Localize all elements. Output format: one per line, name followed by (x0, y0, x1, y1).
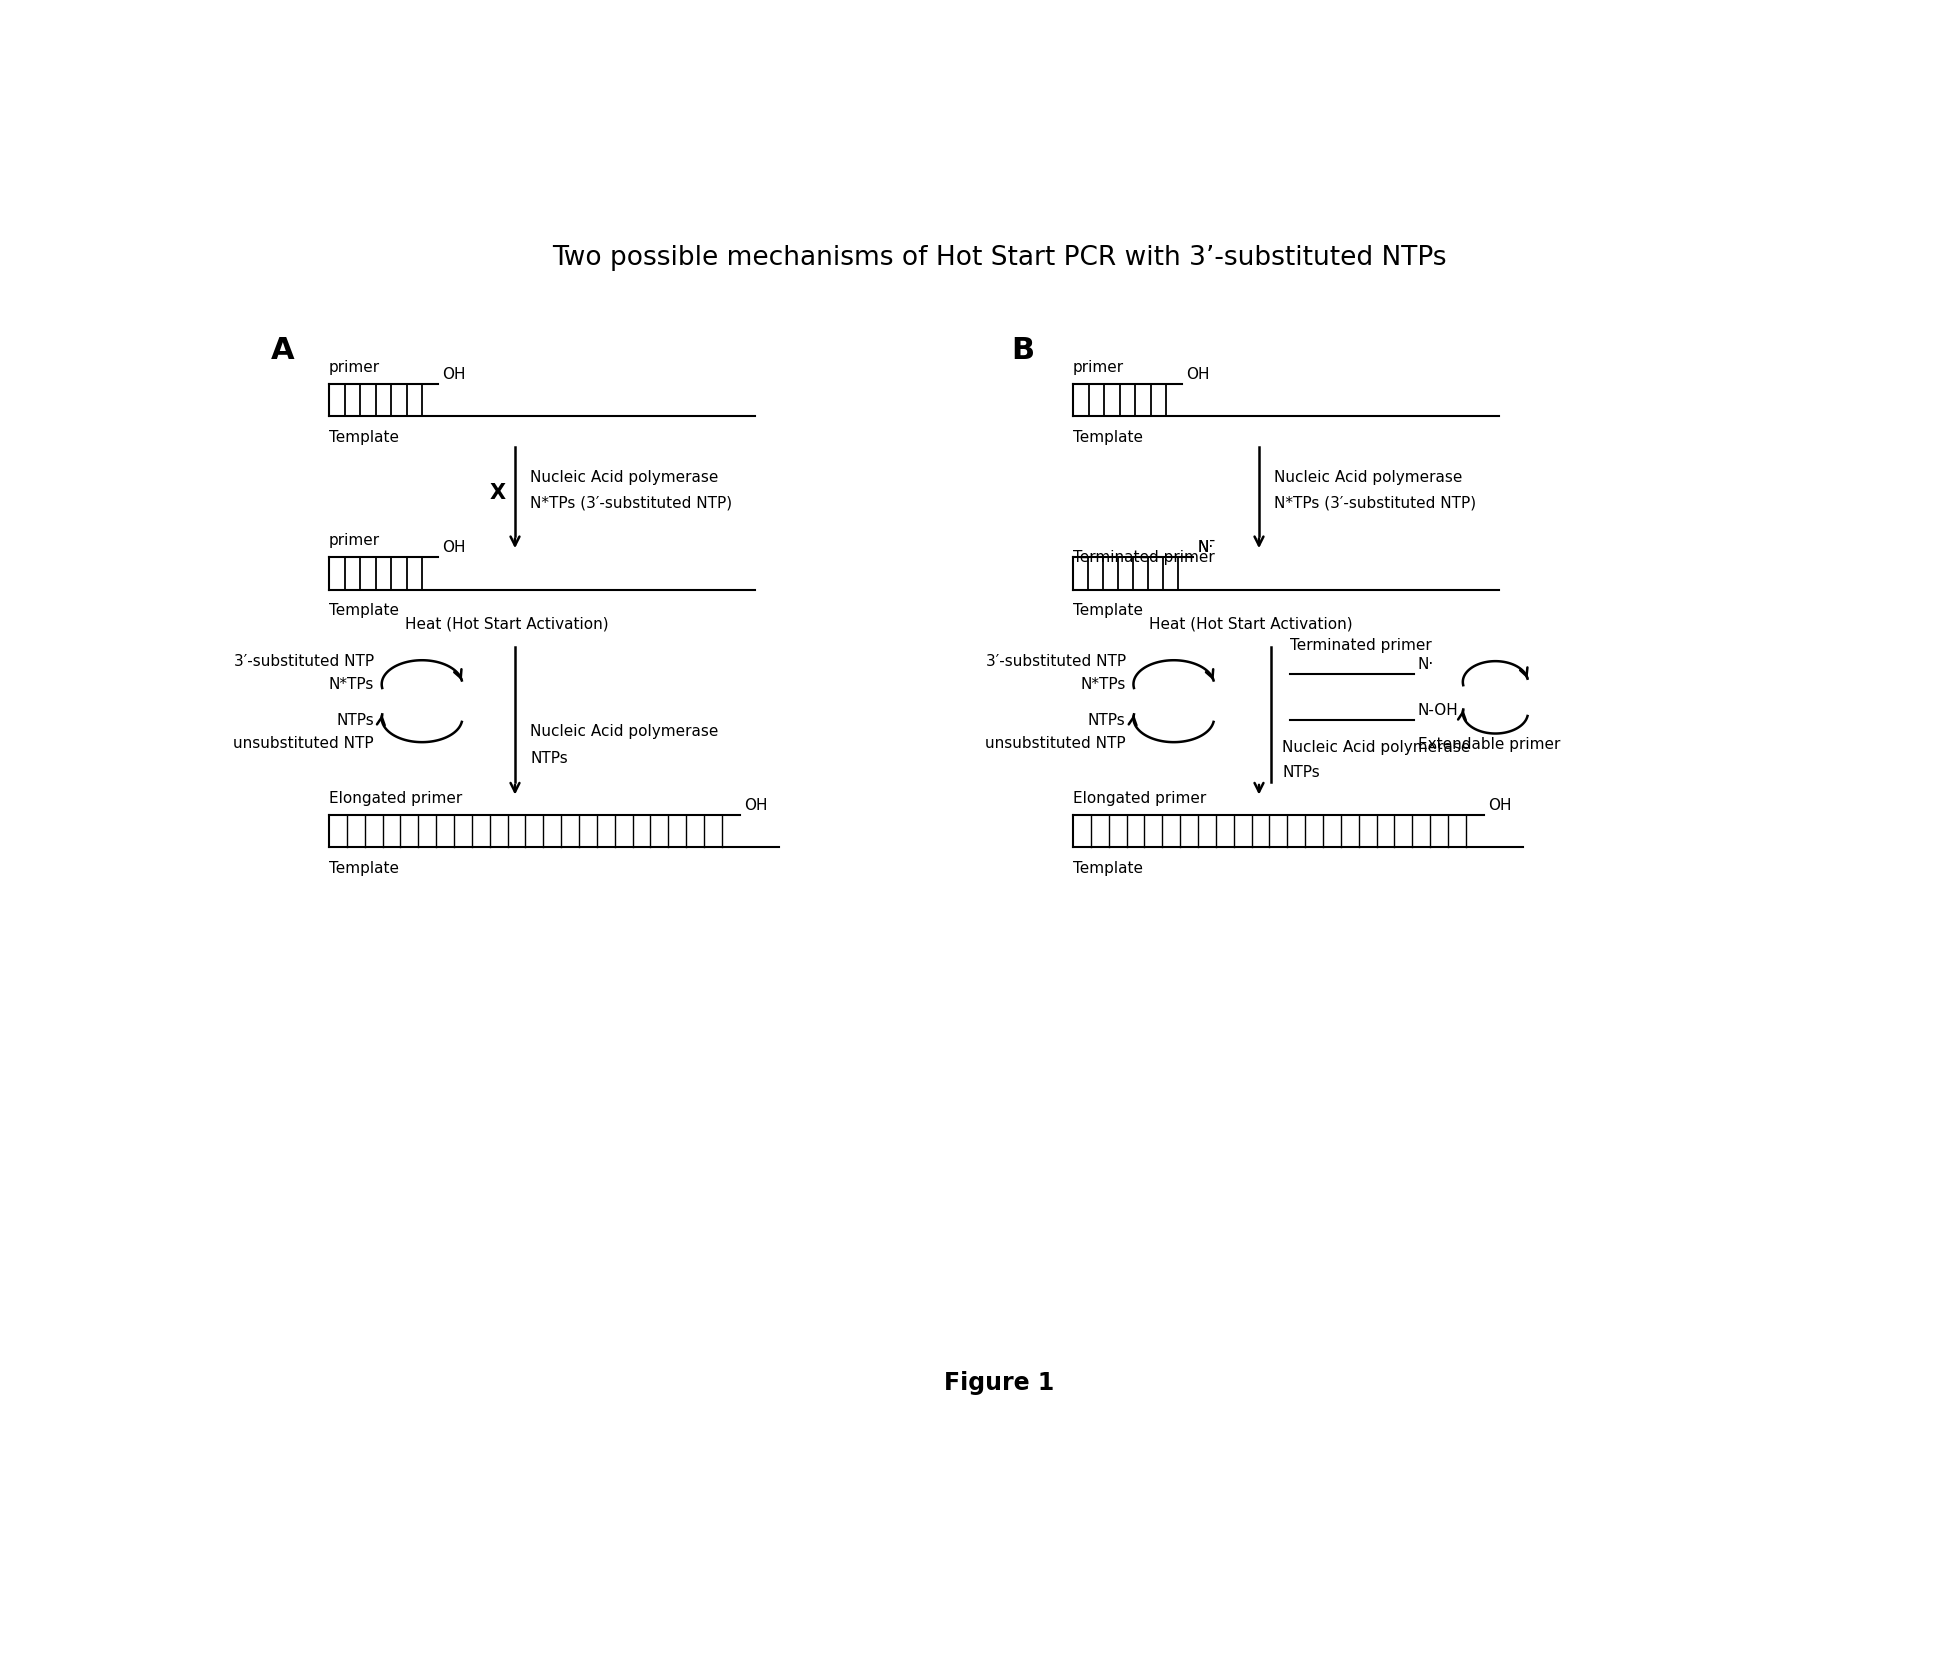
Text: B: B (1010, 337, 1034, 365)
Text: Elongated primer: Elongated primer (330, 791, 462, 806)
Text: primer: primer (330, 533, 380, 548)
Text: Template: Template (1072, 603, 1143, 618)
Text: N*TPs: N*TPs (328, 676, 374, 691)
Text: OH: OH (1186, 367, 1209, 382)
Text: Template: Template (330, 430, 400, 445)
Text: Nucleic Acid polymerase: Nucleic Acid polymerase (530, 470, 720, 485)
Text: NTPs: NTPs (335, 713, 374, 728)
Text: N·: N· (1197, 540, 1215, 555)
Text: Elongated primer: Elongated primer (1072, 791, 1207, 806)
Text: A: A (271, 337, 294, 365)
Text: Extendable primer: Extendable primer (1418, 738, 1560, 753)
Text: Template: Template (1072, 430, 1143, 445)
Text: 3′-substituted NTP: 3′-substituted NTP (985, 653, 1125, 668)
Text: Two possible mechanisms of Hot Start PCR with 3’-substituted NTPs: Two possible mechanisms of Hot Start PCR… (552, 245, 1447, 272)
Text: unsubstituted NTP: unsubstituted NTP (234, 736, 374, 751)
Text: Heat (Hot Start Activation): Heat (Hot Start Activation) (406, 616, 608, 631)
Text: Figure 1: Figure 1 (944, 1371, 1055, 1394)
Text: Nucleic Acid polymerase: Nucleic Acid polymerase (1283, 740, 1470, 755)
Text: N*TPs (3′-substituted NTP): N*TPs (3′-substituted NTP) (1275, 496, 1476, 511)
Text: OH: OH (1488, 798, 1511, 813)
Text: primer: primer (330, 360, 380, 375)
Text: Template: Template (330, 861, 400, 876)
Text: NTPs: NTPs (1283, 765, 1320, 780)
Text: Nucleic Acid polymerase: Nucleic Acid polymerase (1275, 470, 1462, 485)
Text: Heat (Hot Start Activation): Heat (Hot Start Activation) (1149, 616, 1353, 631)
Text: Nucleic Acid polymerase: Nucleic Acid polymerase (530, 725, 720, 740)
Text: NTPs: NTPs (530, 751, 567, 766)
Text: Terminated primer: Terminated primer (1072, 550, 1215, 565)
Text: unsubstituted NTP: unsubstituted NTP (985, 736, 1125, 751)
Text: OH: OH (443, 367, 466, 382)
Text: 3′-substituted NTP: 3′-substituted NTP (234, 653, 374, 668)
Text: N*TPs: N*TPs (1080, 676, 1125, 691)
Text: X: X (489, 483, 505, 503)
Text: primer: primer (1072, 360, 1123, 375)
Text: Terminated primer: Terminated primer (1291, 638, 1431, 653)
Text: Template: Template (330, 603, 400, 618)
Text: Template: Template (1072, 861, 1143, 876)
Text: Nˉ: Nˉ (1197, 540, 1217, 555)
Text: N-OH: N-OH (1418, 703, 1459, 718)
Text: OH: OH (745, 798, 768, 813)
Text: OH: OH (443, 540, 466, 555)
Text: NTPs: NTPs (1088, 713, 1125, 728)
Text: N*TPs (3′-substituted NTP): N*TPs (3′-substituted NTP) (530, 496, 733, 511)
Text: N·: N· (1418, 656, 1433, 671)
